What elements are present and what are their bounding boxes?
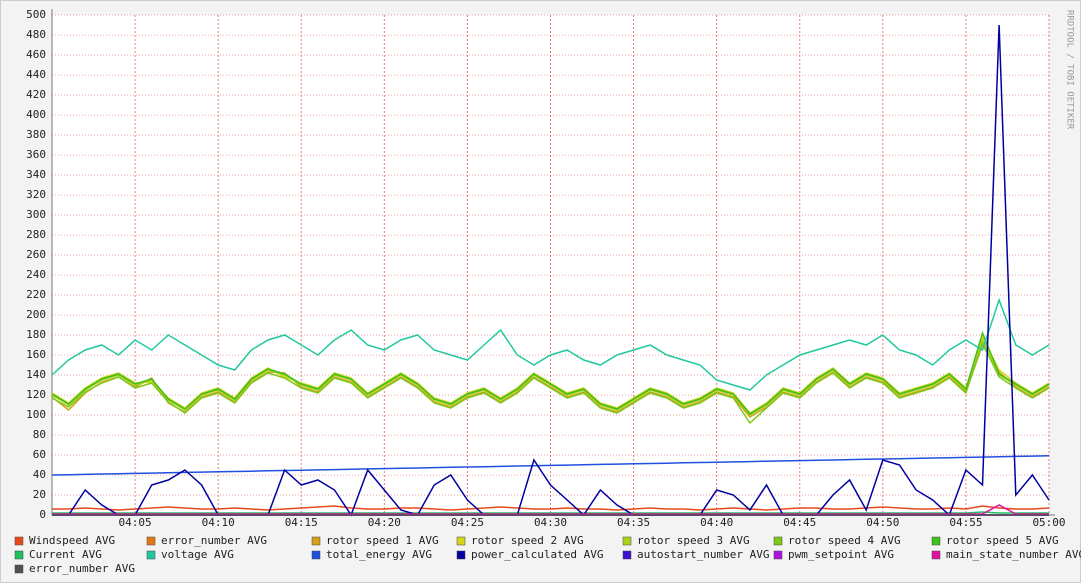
- x-tick-label: 04:35: [617, 516, 650, 529]
- series-line: [51, 343, 1050, 418]
- series-line: [51, 335, 1050, 414]
- legend-swatch: [456, 536, 466, 546]
- legend-swatch: [14, 564, 24, 574]
- y-tick-label: 480: [26, 28, 46, 41]
- legend-label: rotor speed 1 AVG: [326, 534, 439, 547]
- x-tick-label: 04:20: [368, 516, 401, 529]
- series-line: [52, 504, 1049, 515]
- legend-label: rotor speed 5 AVG: [946, 534, 1059, 547]
- legend-label: autostart_number AVG: [637, 548, 769, 561]
- x-tick-label: 04:25: [451, 516, 484, 529]
- y-tick-label: 160: [26, 348, 46, 361]
- legend-label: power_calculated AVG: [471, 548, 603, 561]
- series-line: [51, 341, 1050, 425]
- series-line: [52, 511, 1049, 514]
- legend-swatch: [14, 536, 24, 546]
- x-tick-label: 04:55: [949, 516, 982, 529]
- y-tick-label: 500: [26, 8, 46, 21]
- y-tick-label: 220: [26, 288, 46, 301]
- legend-swatch: [311, 550, 321, 560]
- y-tick-label: 340: [26, 168, 46, 181]
- legend-swatch: [931, 550, 941, 560]
- y-tick-label: 320: [26, 188, 46, 201]
- y-tick-label: 280: [26, 228, 46, 241]
- legend-swatch: [456, 550, 466, 560]
- y-tick-label: 80: [33, 428, 46, 441]
- legend-label: Current AVG: [29, 548, 102, 561]
- legend-swatch: [311, 536, 321, 546]
- y-tick-label: 420: [26, 88, 46, 101]
- series-line: [51, 297, 1050, 391]
- legend-swatch: [773, 550, 783, 560]
- series-line: [52, 505, 1050, 511]
- series-line: [51, 455, 1050, 476]
- y-tick-label: 40: [33, 468, 46, 481]
- x-tick-label: 04:15: [285, 516, 318, 529]
- x-tick-label: 04:05: [119, 516, 152, 529]
- legend-label: rotor speed 2 AVG: [471, 534, 584, 547]
- legend-swatch: [14, 550, 24, 560]
- legend-swatch: [931, 536, 941, 546]
- legend-label: pwm_setpoint AVG: [788, 548, 894, 561]
- legend-swatch: [622, 550, 632, 560]
- y-tick-label: 440: [26, 68, 46, 81]
- x-tick-label: 04:30: [534, 516, 567, 529]
- y-tick-label: 360: [26, 148, 46, 161]
- legend-label: Windspeed AVG: [29, 534, 115, 547]
- legend-swatch: [146, 536, 156, 546]
- legend-label: total_energy AVG: [326, 548, 432, 561]
- legend-label: error_number AVG: [29, 562, 135, 575]
- y-tick-label: 240: [26, 268, 46, 281]
- y-tick-label: 140: [26, 368, 46, 381]
- y-tick-label: 400: [26, 108, 46, 121]
- y-tick-label: 260: [26, 248, 46, 261]
- y-tick-label: 0: [39, 508, 46, 521]
- legend-label: voltage AVG: [161, 548, 234, 561]
- legend-label: main_state_number AVG: [946, 548, 1081, 561]
- y-tick-label: 200: [26, 308, 46, 321]
- x-tick-label: 04:50: [866, 516, 899, 529]
- y-tick-label: 60: [33, 448, 46, 461]
- y-tick-label: 120: [26, 388, 46, 401]
- series-line: [51, 330, 1050, 415]
- x-tick-label: 04:45: [783, 516, 816, 529]
- y-tick-label: 100: [26, 408, 46, 421]
- x-tick-label: 04:40: [700, 516, 733, 529]
- y-tick-label: 180: [26, 328, 46, 341]
- legend-swatch: [622, 536, 632, 546]
- legend-label: rotor speed 3 AVG: [637, 534, 750, 547]
- y-tick-label: 300: [26, 208, 46, 221]
- legend-swatch: [773, 536, 783, 546]
- y-tick-label: 380: [26, 128, 46, 141]
- x-tick-label: 05:00: [1032, 516, 1065, 529]
- y-tick-label: 460: [26, 48, 46, 61]
- x-tick-label: 04:10: [202, 516, 235, 529]
- y-tick-label: 20: [33, 488, 46, 501]
- legend-label: error_number AVG: [161, 534, 267, 547]
- legend-label: rotor speed 4 AVG: [788, 534, 901, 547]
- legend-swatch: [146, 550, 156, 560]
- watermark: RRDTOOL / TOBI OETIKER: [1065, 10, 1075, 130]
